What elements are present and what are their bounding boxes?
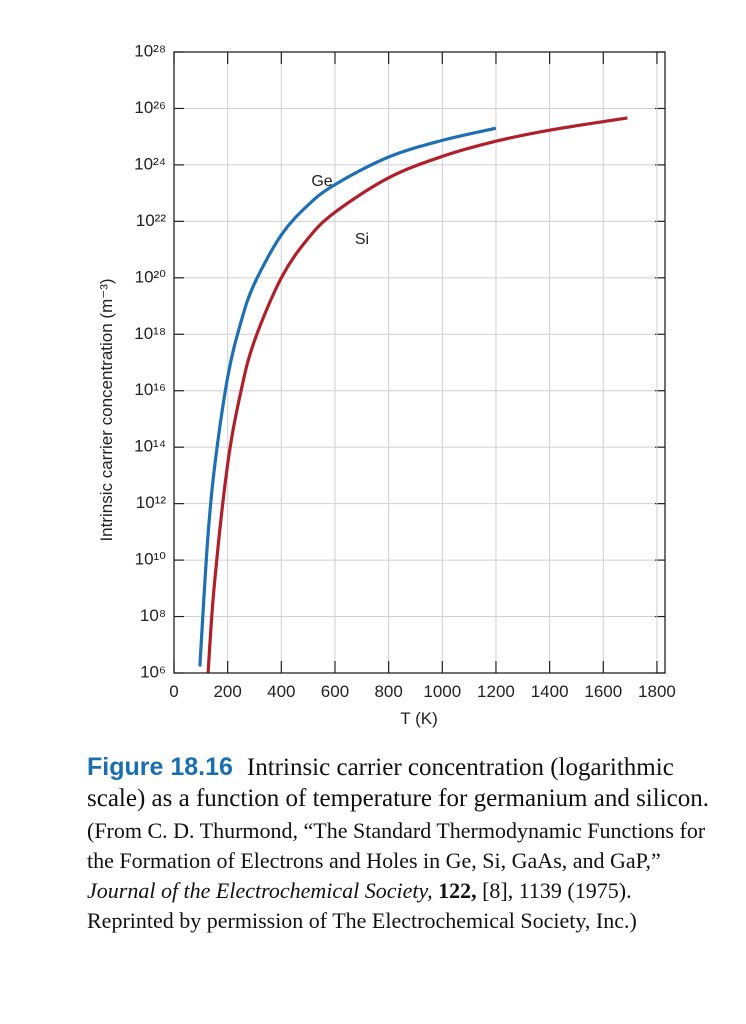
x-tick-label: 1600 xyxy=(584,682,622,701)
series-line xyxy=(198,126,497,667)
caption: Figure 18.16 Intrinsic carrier concentrat… xyxy=(87,752,727,936)
x-tick-label: 400 xyxy=(267,682,295,701)
caption-source: (From C. D. Thurmond, “The Standard Ther… xyxy=(87,816,719,936)
y-tick-label: 10¹⁴ xyxy=(134,437,166,456)
grid xyxy=(173,51,665,674)
source-journal: Journal of the Electrochemical Society, xyxy=(87,878,433,903)
y-tick-label: 10²⁰ xyxy=(135,267,167,286)
x-tick-label: 200 xyxy=(213,682,241,701)
y-tick-label: 10²² xyxy=(136,211,167,230)
x-tick-label: 800 xyxy=(374,682,402,701)
y-tick-label: 10²⁶ xyxy=(134,98,166,117)
series-line xyxy=(206,116,628,674)
x-axis-label: T (K) xyxy=(400,709,437,728)
x-tick-label: 1200 xyxy=(477,682,515,701)
chart: 10⁶ 10⁸ 10¹⁰ 10¹² 10¹⁴ 10¹⁶ 10¹⁸ 10²⁰ 10²² 10²⁴ 10… xyxy=(97,41,676,728)
x-tick-label: 600 xyxy=(321,682,349,701)
caption-text: Intrinsic carrier concentration (logarit… xyxy=(87,754,709,812)
plot-frame xyxy=(173,51,666,674)
source-text: (From C. D. Thurmond, “The Standard Ther… xyxy=(87,818,706,873)
y-tick-label: 10²⁴ xyxy=(134,154,166,173)
y-axis-label: Intrinsic carrier concentration (m⁻³) xyxy=(97,278,116,541)
x-tick-label: 1400 xyxy=(531,682,569,701)
y-tick-label: 10⁶ xyxy=(140,662,166,681)
tick-labels: 10⁶ 10⁸ 10¹⁰ 10¹² 10¹⁴ 10¹⁶ 10¹⁸ 10²⁰ 10²² 10²⁴ 10… xyxy=(134,41,676,701)
y-tick-label: 10¹² xyxy=(136,493,167,512)
y-tick-label: 10⁸ xyxy=(140,606,166,625)
source-volume: 122, xyxy=(438,878,477,903)
y-tick-label: 10²⁸ xyxy=(134,41,166,60)
y-tick-label: 10¹⁰ xyxy=(135,550,167,569)
plot-lines xyxy=(198,116,628,674)
series-label: Si xyxy=(355,231,369,248)
series-label: Ge xyxy=(311,173,332,190)
x-tick-label: 1800 xyxy=(638,682,676,701)
y-tick-label: 10¹⁸ xyxy=(134,324,166,343)
x-tick-label: 1000 xyxy=(423,682,461,701)
source-text: [8], 1139 (1975). Reprinted by permissio… xyxy=(87,878,637,933)
figure-label: Figure 18.16 xyxy=(87,753,233,781)
x-tick-label: 0 xyxy=(169,682,178,701)
caption-main: Figure 18.16 Intrinsic carrier concentrat… xyxy=(87,752,727,814)
y-tick-label: 10¹⁶ xyxy=(134,380,166,399)
